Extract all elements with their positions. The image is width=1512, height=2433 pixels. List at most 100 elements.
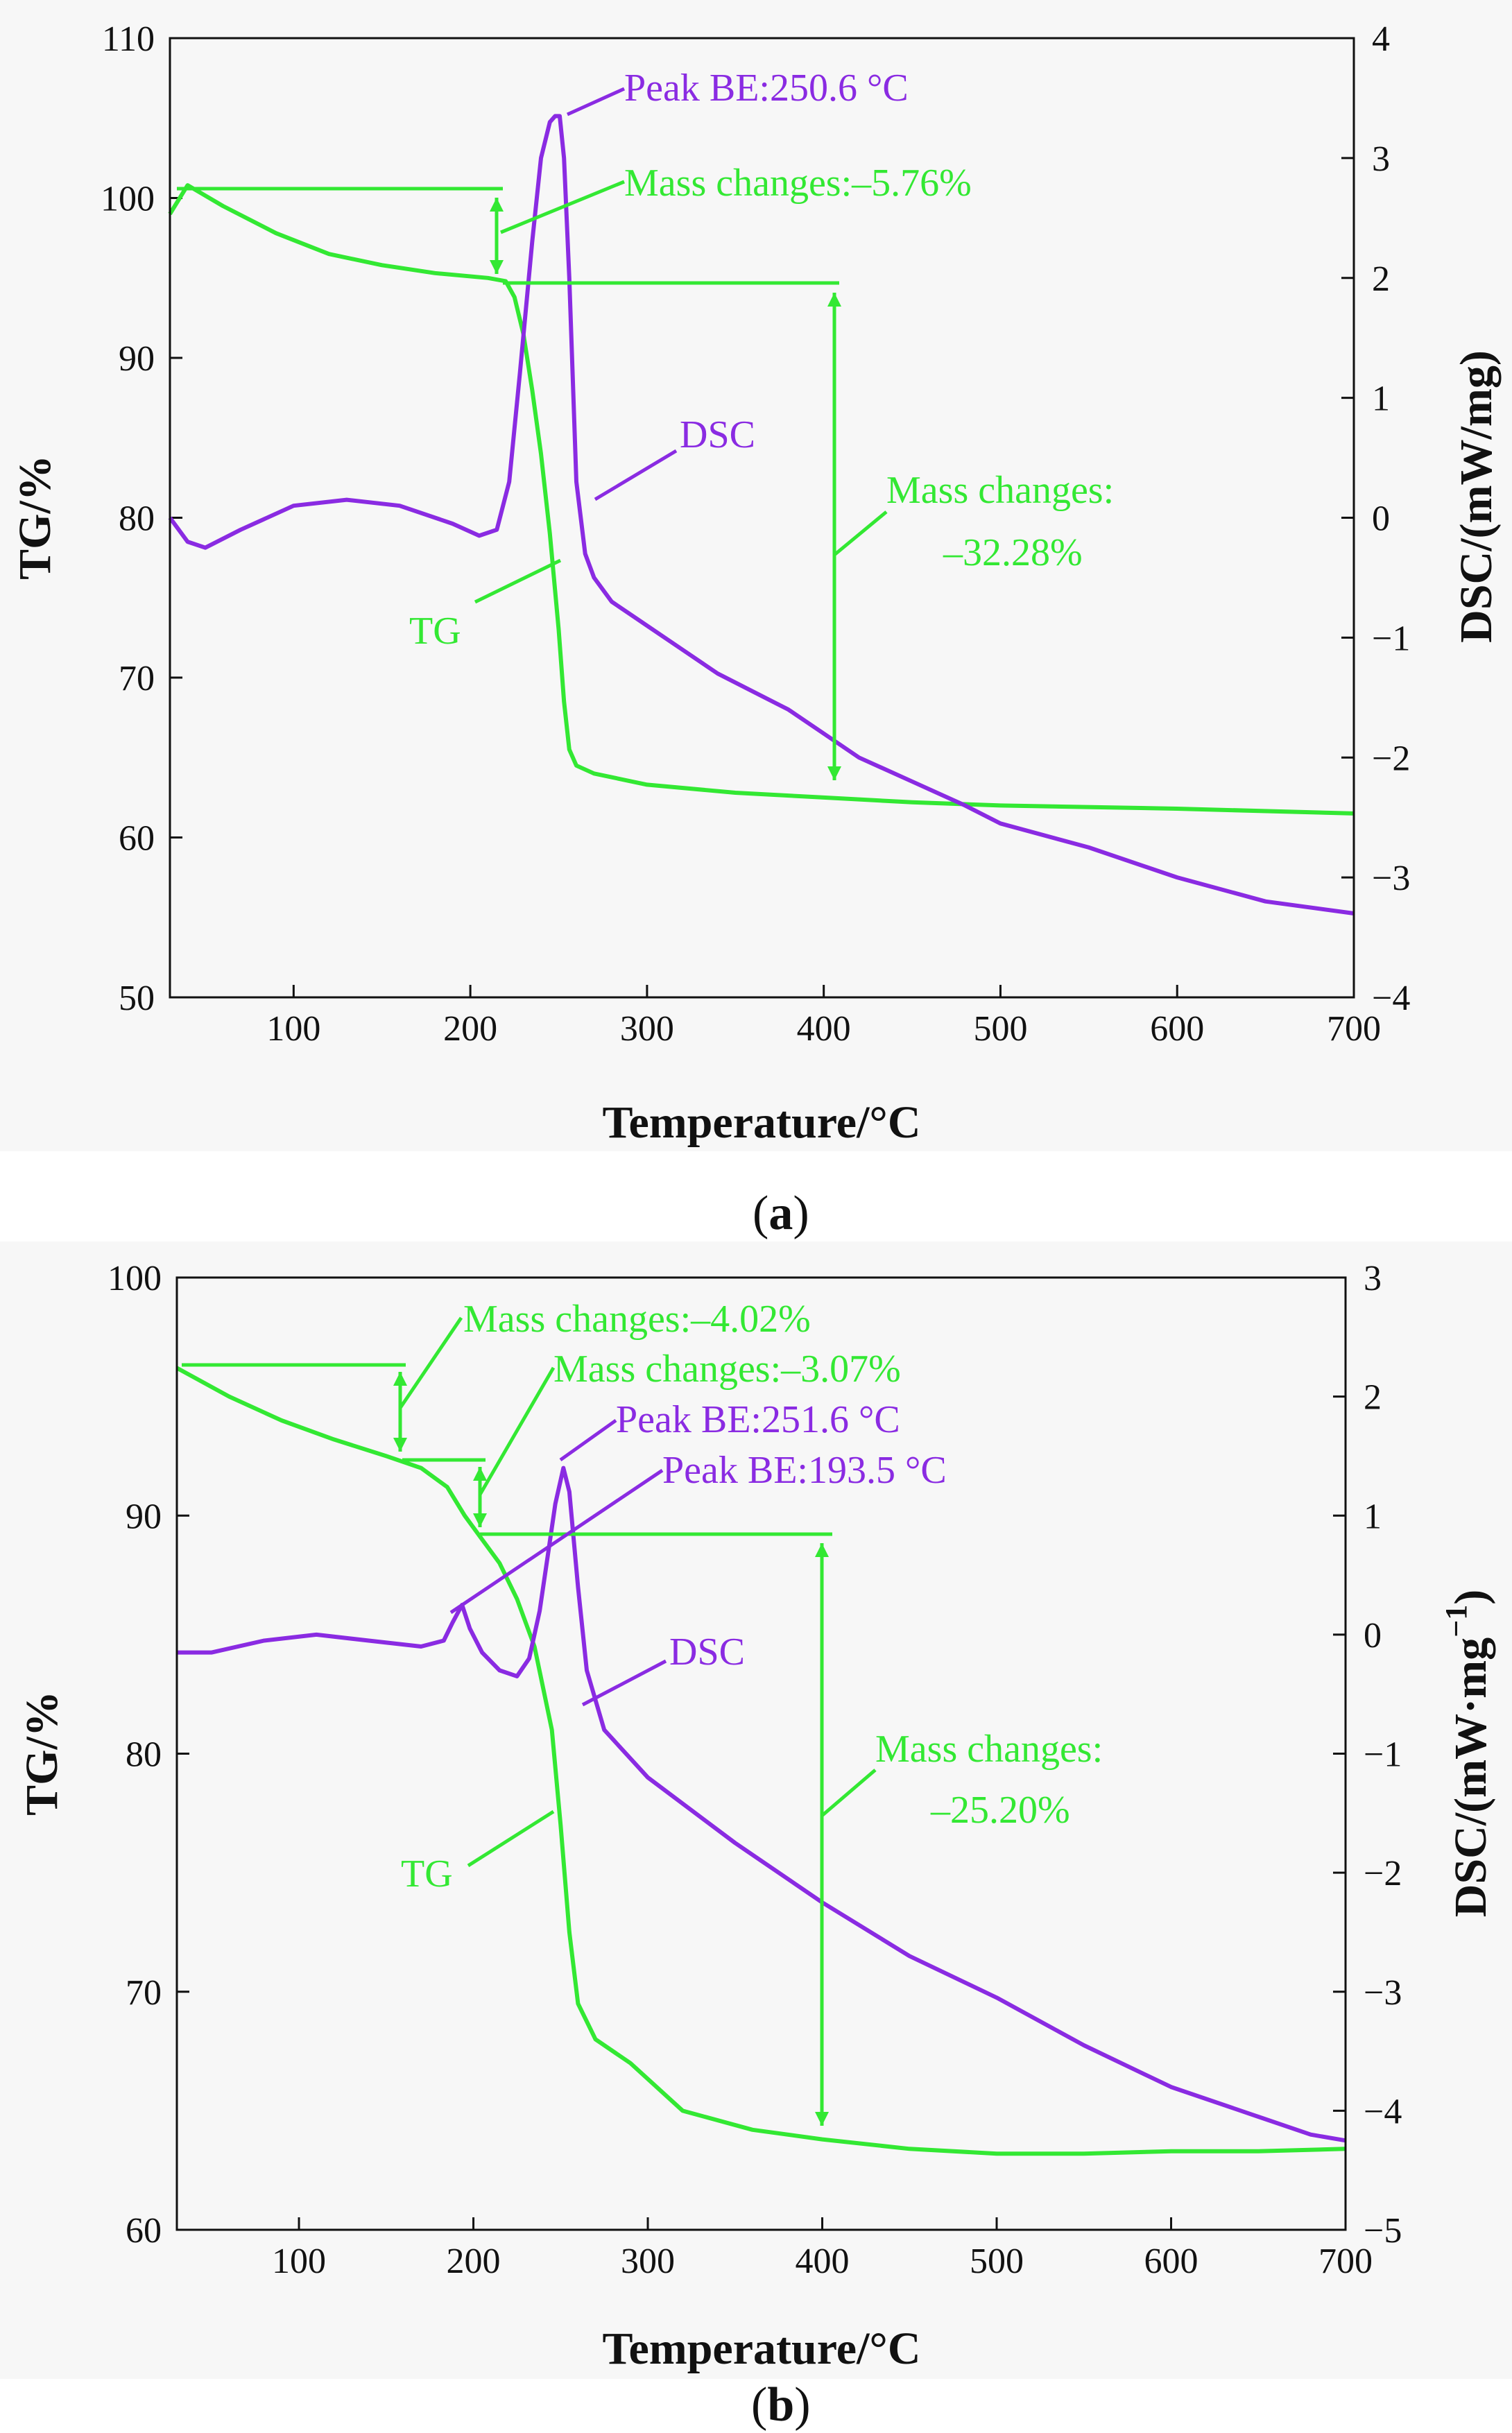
panel-a-step2-label-2: –32.28% (943, 531, 1083, 574)
panel-a-x-axis-label: Temperature/°C (602, 1097, 920, 1148)
panel-b-right-axis-label-main: DSC/(mW·mg (1445, 1637, 1496, 1917)
panel-b-step3-label-2: –25.20% (930, 1789, 1070, 1832)
panel-b-axes-ticks: 100 200 300 400 500 600 700 60 70 80 90 100 −5 −4 −3 −2… (108, 1259, 1402, 2281)
panel-b-step1-label: Mass changes:–4.02% (463, 1298, 811, 1341)
x-tick-label: 600 (1150, 1009, 1204, 1049)
panel-b-step1-arrowhead-down (393, 1438, 407, 1452)
panel-b-step2-arrowhead-down (473, 1513, 487, 1527)
right-y-tick-label: −4 (1372, 979, 1410, 1018)
right-y-tick-label: 1 (1364, 1497, 1382, 1536)
left-y-tick-label: 80 (126, 1735, 162, 1775)
x-tick-label: 700 (1327, 1009, 1381, 1049)
panel-b-peak1-leader (559, 1418, 617, 1462)
panel-a-series (168, 114, 1355, 915)
x-tick-label: 400 (796, 2242, 850, 2281)
right-y-tick-label: 0 (1364, 1616, 1382, 1656)
panel-b-step3-leader (821, 1769, 877, 1817)
left-y-tick-label: 60 (119, 819, 155, 859)
right-y-tick-label: −1 (1372, 619, 1410, 658)
x-tick-label: 300 (621, 2242, 675, 2281)
panel-b-peak2-label: Peak BE:193.5 °C (662, 1449, 947, 1492)
series-tg-line (175, 1366, 1346, 2156)
panel-a-step1-label: Mass changes:–5.76% (624, 162, 972, 205)
left-y-tick-label: 100 (108, 1259, 162, 1298)
x-tick-label: 400 (797, 1009, 851, 1049)
right-y-tick-label: −3 (1372, 859, 1410, 898)
panel-a-step2-label-1: Mass changes: (886, 469, 1114, 512)
panel-a-tg-leader (474, 558, 562, 604)
panel-b-background (0, 1241, 1512, 2379)
panel-b-peak2-leader (449, 1468, 664, 1615)
panel-a: 100 200 300 400 500 600 700 50 60 70 80 90 100 110 −4 −… (0, 0, 1512, 1151)
caption-a-open: ( (753, 1187, 768, 1240)
panel-b-step2-leader (478, 1366, 556, 1496)
panel-a-right-axis-label: DSC/(mW/mg) (1451, 350, 1502, 643)
panel-a-step2-leader (833, 510, 888, 556)
panel-a-peak-label: Peak BE:250.6 °C (624, 67, 909, 110)
panel-b: 100 200 300 400 500 600 700 60 70 80 90 100 −5 −4 −3 −2… (0, 1241, 1512, 2379)
panel-b-step3-arrowhead-down (815, 2112, 829, 2126)
right-y-tick-label: −1 (1364, 1735, 1402, 1775)
right-y-tick-label: 3 (1372, 139, 1390, 179)
panel-a-tg-label: TG (409, 610, 461, 653)
panel-a-axes-ticks: 100 200 300 400 500 600 700 50 60 70 80 90 100 110 −4 −… (101, 19, 1410, 1049)
panel-a-step1-leader (500, 180, 625, 234)
panel-b-step2-arrowhead-up (473, 1467, 487, 1481)
panel-b-tg-label: TG (401, 1852, 453, 1895)
x-tick-label: 100 (272, 2242, 326, 2281)
right-y-tick-label: −2 (1372, 739, 1410, 778)
panel-a-dsc-label: DSC (680, 413, 755, 456)
panel-a-step2-arrowhead-up (827, 293, 841, 307)
caption-b-open: ( (751, 2378, 767, 2432)
left-y-tick-label: 70 (126, 1973, 162, 2013)
panel-b-left-axis-label: TG/% (17, 1691, 67, 1816)
series-tg-line (168, 183, 1355, 816)
panel-b-dsc-label: DSC (669, 1631, 745, 1674)
panel-b-caption: (b) (751, 2378, 811, 2432)
caption-a-close: ) (793, 1187, 809, 1240)
panel-b-peak1-label: Peak BE:251.6 °C (616, 1398, 900, 1441)
panel-b-tg-leader (467, 1809, 555, 1868)
right-y-tick-label: −4 (1364, 2092, 1402, 2131)
panel-a-step2-arrowhead-down (827, 766, 841, 780)
caption-a-letter: a (768, 1187, 793, 1240)
panel-b-step3-arrowhead-up (815, 1543, 829, 1557)
x-tick-label: 700 (1318, 2242, 1373, 2281)
right-y-tick-label: 2 (1364, 1378, 1382, 1418)
panel-b-right-axis-label-end: ) (1445, 1590, 1496, 1605)
x-tick-label: 500 (973, 1009, 1027, 1049)
right-y-tick-label: −5 (1364, 2211, 1402, 2251)
panel-b-series (175, 1366, 1346, 2156)
x-tick-label: 200 (447, 2242, 501, 2281)
panel-a-background (0, 0, 1512, 1151)
left-y-tick-label: 90 (119, 339, 155, 379)
right-y-tick-label: 3 (1364, 1259, 1382, 1298)
series-dsc-line (168, 114, 1355, 915)
left-y-tick-label: 100 (101, 180, 155, 219)
left-y-tick-label: 110 (102, 19, 155, 59)
right-y-tick-label: −3 (1364, 1973, 1402, 2013)
caption-b-letter: b (767, 2378, 794, 2432)
series-dsc-line (177, 1465, 1346, 2143)
panel-a-step1-arrowhead-down (490, 260, 504, 274)
panel-b-step2-label: Mass changes:–3.07% (553, 1348, 901, 1391)
panel-a-step1-arrowhead-up (490, 198, 504, 212)
caption-b-close: ) (794, 2378, 810, 2432)
panel-a-left-axis-label: TG/% (10, 455, 60, 580)
right-y-tick-label: 0 (1372, 499, 1390, 539)
panel-a-plot-frame (169, 37, 1355, 999)
x-tick-label: 600 (1144, 2242, 1199, 2281)
right-y-tick-label: −2 (1364, 1854, 1402, 1893)
x-tick-label: 200 (443, 1009, 497, 1049)
panel-a-caption: (a) (753, 1187, 809, 1240)
panel-b-x-axis-label: Temperature/°C (602, 2323, 920, 2374)
left-y-tick-label: 90 (126, 1497, 162, 1536)
right-y-tick-label: 4 (1372, 19, 1390, 59)
panel-a-peak-leader (566, 87, 626, 117)
panel-a-dsc-leader (594, 449, 678, 501)
left-y-tick-label: 60 (126, 2211, 162, 2251)
panel-b-step1-arrowhead-up (393, 1372, 407, 1386)
x-tick-label: 300 (620, 1009, 674, 1049)
right-y-tick-label: 1 (1372, 379, 1390, 419)
